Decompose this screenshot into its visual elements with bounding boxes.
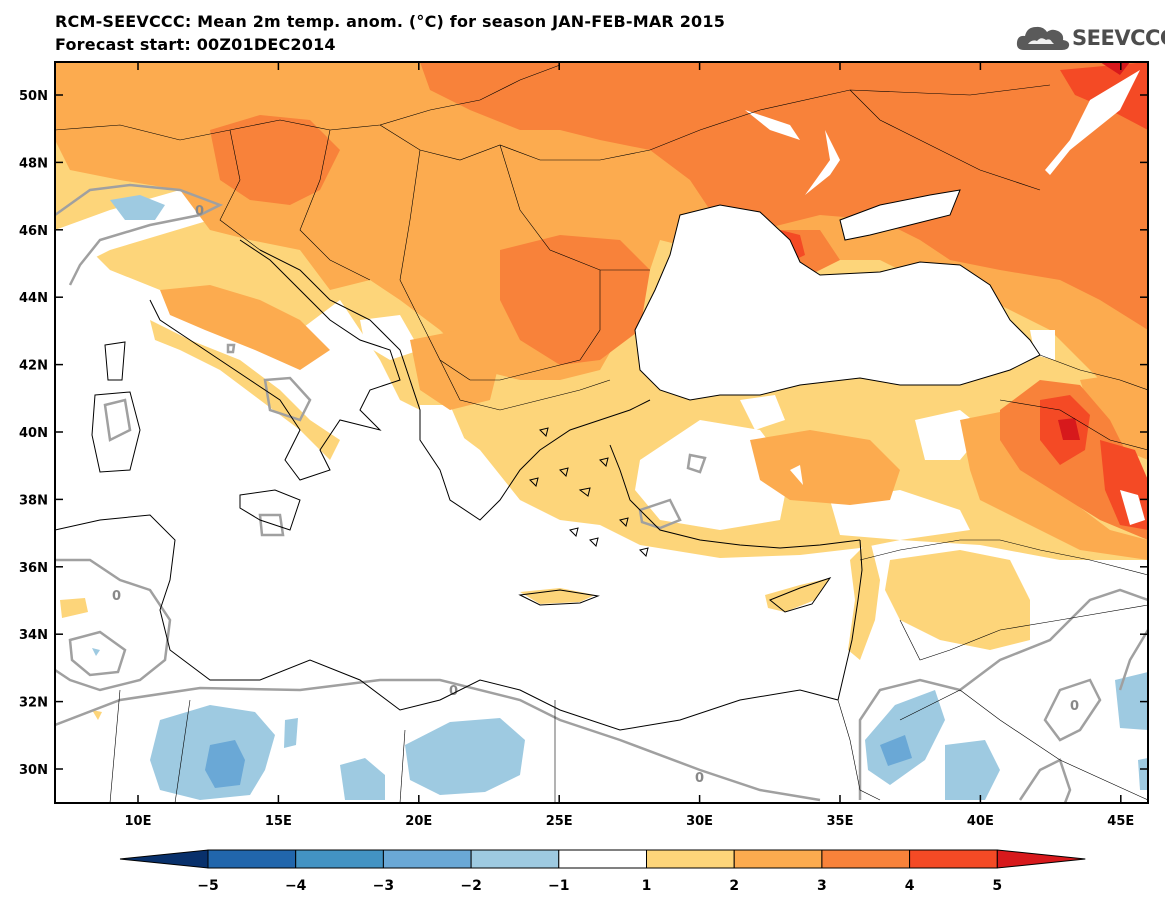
lat-tick-label: 38N [19, 493, 48, 508]
lat-tick-label: 36N [19, 561, 48, 576]
country-borders [55, 64, 1148, 803]
seevccc-logo: SEEVCCC [1016, 22, 1165, 54]
anomaly-gap [740, 395, 785, 430]
zero-contours [55, 183, 1148, 803]
anomaly-region-m1-m2 [945, 740, 1000, 800]
colorbar-segment [733, 849, 823, 869]
anomaly-region-m2-m3 [880, 735, 912, 766]
anomaly-region-m1-m2 [110, 195, 165, 220]
colorbar-segment [295, 849, 384, 869]
anomaly-region-m1-m2 [1115, 672, 1148, 730]
lat-tick-label: 42N [19, 359, 48, 374]
contour-label: 0 [1070, 699, 1079, 714]
lon-tick-label: 35E [827, 814, 854, 829]
anomaly-region-m1-m2 [340, 758, 385, 800]
anomaly-gap [635, 420, 790, 530]
anomaly-gap [805, 130, 840, 195]
anomaly-gap [360, 315, 420, 360]
anomaly-region-1-2 [150, 320, 340, 460]
forecast-start-label: Forecast start: 00Z01DEC2014 [55, 35, 336, 54]
anomaly-region-m1-m2 [405, 718, 525, 795]
anomaly-gap [1120, 490, 1145, 525]
lon-tick-label: 10E [125, 814, 152, 829]
colorbar-segment [207, 849, 297, 869]
anomaly-region-1-2 [520, 588, 595, 604]
colorbar-label: −4 [285, 878, 307, 894]
anomaly-region-m1-m2 [1138, 758, 1148, 790]
anomaly-region-5-plus [1100, 62, 1130, 75]
lat-tick-label: 48N [19, 156, 48, 171]
colorbar-label: −1 [548, 878, 569, 894]
lat-tick-label: 34N [19, 628, 48, 643]
colorbar-segment [558, 849, 647, 869]
longitude-axis: 10E 15E 20E 25E 30E 35E 40E 45E [125, 62, 1134, 829]
colorbar-label: 1 [642, 878, 652, 894]
lat-tick-label: 32N [19, 696, 48, 711]
colorbar-label: 4 [905, 878, 915, 894]
lat-tick-label: 30N [19, 763, 48, 778]
contour-label: 0 [195, 204, 204, 219]
black-sea [635, 205, 1040, 400]
lat-tick-label: 50N [19, 89, 48, 104]
latitude-axis: 50N 48N 46N 44N 42N 40N 38N 36N 34N 32N 30N [19, 89, 1148, 778]
anomaly-region-1-2 [92, 710, 102, 720]
anomaly-region-1-2 [765, 578, 830, 612]
contour-label: 0 [695, 771, 704, 786]
anomaly-region-2-3 [1080, 370, 1148, 460]
anomaly-region-5-plus [1058, 418, 1080, 440]
colorbar-label: −5 [197, 878, 218, 894]
colorbar-label: 2 [729, 878, 739, 894]
coastlines [55, 189, 1041, 731]
lat-tick-label: 44N [19, 291, 48, 306]
contour-labels: 0 0 0 0 0 [112, 204, 1079, 786]
colorbar-extend-low [119, 849, 209, 869]
anomaly-gap [420, 405, 465, 445]
colorbar-label: 5 [992, 878, 1002, 894]
lon-tick-label: 25E [546, 814, 573, 829]
contour-label: 0 [449, 684, 458, 699]
anomaly-region-2-3 [160, 285, 330, 370]
colorbar: −5 −4 −3 −2 −1 1 2 3 4 5 [119, 849, 1086, 894]
anomaly-region-1-2 [60, 598, 88, 618]
sea-of-azov [840, 190, 960, 240]
anomaly-region-3-4 [210, 115, 340, 205]
lon-tick-label: 30E [686, 814, 713, 829]
colorbar-segment [382, 849, 472, 869]
anomaly-field [55, 62, 1148, 803]
anomaly-region-3-4 [500, 235, 650, 365]
anomaly-region-1-2 [848, 540, 880, 660]
contour-label: 0 [112, 589, 121, 604]
cloud-icon [1016, 26, 1070, 50]
anomaly-region-m2-m3 [205, 740, 245, 788]
colorbar-extend-high [996, 849, 1086, 869]
logo-text: SEEVCCC [1072, 26, 1165, 50]
lon-tick-label: 20E [405, 814, 432, 829]
anomaly-gap [1045, 70, 1140, 175]
lat-tick-label: 40N [19, 426, 48, 441]
lon-tick-label: 15E [265, 814, 292, 829]
colorbar-label: −2 [460, 878, 481, 894]
lon-tick-label: 45E [1107, 814, 1134, 829]
map-title: RCM-SEEVCCC: Mean 2m temp. anom. (°C) fo… [55, 12, 726, 31]
colorbar-label: 3 [817, 878, 827, 894]
anomaly-region-1-2 [885, 550, 1030, 650]
anomaly-region-m1-m2 [284, 718, 298, 748]
lat-tick-label: 46N [19, 224, 48, 239]
colorbar-segment [821, 849, 911, 869]
colorbar-segment [646, 849, 735, 869]
anomaly-gap [745, 110, 800, 140]
colorbar-segment [909, 849, 998, 869]
colorbar-label: −3 [373, 878, 394, 894]
lon-tick-label: 40E [967, 814, 994, 829]
colorbar-segment [470, 849, 560, 869]
anomaly-region-2-3 [750, 430, 900, 505]
anomaly-region-m1-m2 [92, 648, 100, 656]
anomaly-region-3-4 [420, 62, 1148, 330]
anomaly-gap [790, 465, 803, 485]
